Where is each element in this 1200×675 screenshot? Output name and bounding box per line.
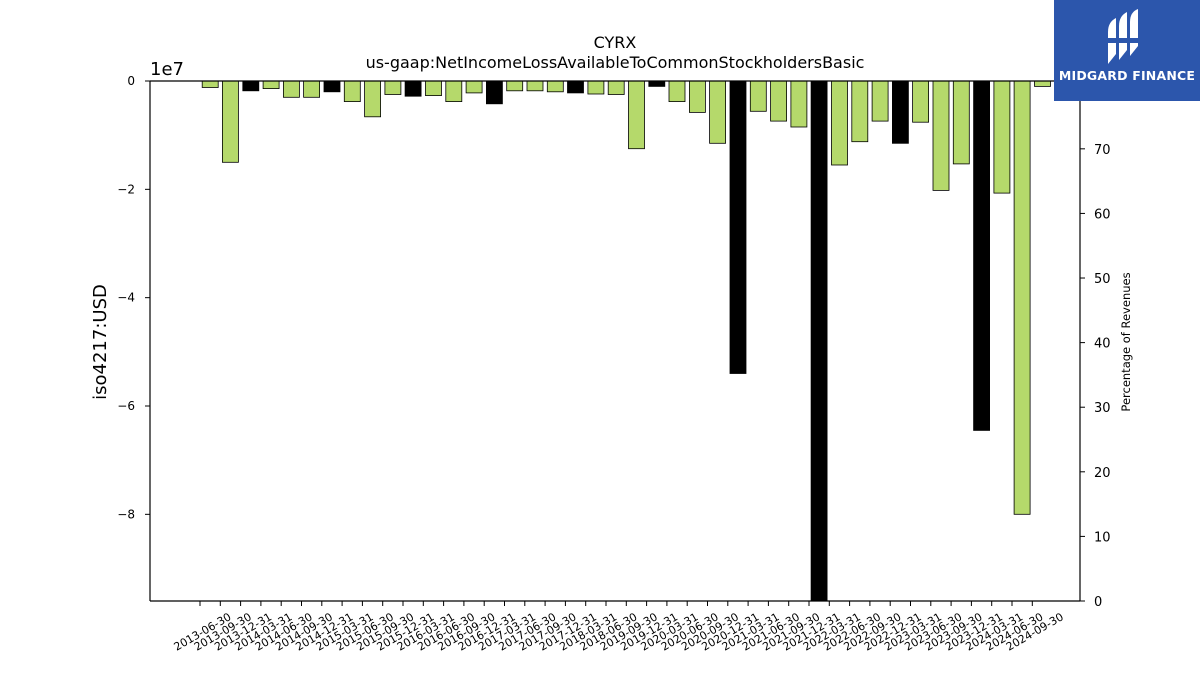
y-tick-label: 0	[127, 74, 135, 88]
quarterly-bar	[952, 80, 970, 165]
chart-subtitle: us-gaap:NetIncomeLossAvailableToCommonSt…	[366, 53, 865, 72]
quarterly-bar	[282, 80, 300, 98]
y2-tick-label: 40	[1094, 337, 1111, 352]
y2-tick-label: 20	[1094, 466, 1111, 481]
quarterly-bar	[689, 80, 706, 113]
y-tick-label: −2	[117, 182, 135, 196]
annual-bar	[648, 80, 666, 87]
bar-group	[201, 80, 1051, 602]
quarterly-bar	[628, 80, 645, 150]
midgard-finance-logo: MIDGARD FINANCE	[1054, 0, 1200, 101]
y2-axis-label: Percentage of Revenues	[1119, 272, 1133, 411]
quarterly-bar	[912, 80, 929, 123]
y2-tick-label: 10	[1094, 530, 1111, 545]
y2-tick-label: 70	[1094, 143, 1111, 158]
quarterly-bar	[201, 80, 219, 88]
quarterly-bar	[587, 80, 605, 95]
quarterly-bar	[1013, 80, 1031, 515]
quarterly-bar	[343, 80, 361, 103]
annual-bar	[567, 80, 584, 94]
quarterly-bar	[465, 80, 483, 94]
quarterly-bar	[1034, 80, 1051, 87]
annual-bar	[404, 80, 422, 97]
annual-bar	[892, 80, 909, 144]
y2-tick-label: 30	[1094, 401, 1111, 416]
y2-tick-label: 0	[1094, 595, 1102, 610]
chart-title: CYRX	[594, 33, 637, 52]
quarterly-bar	[546, 80, 564, 93]
quarterly-bar	[770, 80, 787, 122]
axes: 0−2−4−6−80102030405060702013-06-302013-0…	[117, 74, 1110, 654]
quarterly-bar	[607, 80, 625, 95]
annual-bar	[323, 80, 341, 93]
y-tick-label: −8	[117, 507, 135, 521]
quarterly-bar	[262, 80, 280, 89]
annual-bar	[729, 80, 747, 374]
quarterly-bar	[364, 80, 382, 118]
quarterly-bar	[526, 80, 544, 92]
y-axis-label: iso4217:USD	[90, 284, 111, 400]
quarterly-bar	[709, 80, 726, 144]
quarterly-bar	[445, 80, 463, 103]
logo-text: MIDGARD FINANCE	[1058, 68, 1196, 83]
quarterly-bar	[384, 80, 402, 95]
annual-bar	[810, 80, 828, 602]
quarterly-bar	[303, 80, 321, 98]
quarterly-bar	[668, 80, 686, 103]
quarterly-bar	[871, 80, 889, 122]
annual-bar	[973, 80, 990, 431]
quarterly-bar	[749, 80, 767, 112]
quarterly-bar	[851, 80, 869, 143]
quarterly-bar	[993, 80, 1011, 194]
quarterly-bar	[221, 80, 239, 163]
annual-bar	[485, 80, 503, 105]
annual-bar	[242, 80, 260, 92]
quarterly-bar	[932, 80, 950, 191]
y-tick-label: −6	[117, 399, 135, 413]
y-tick-label: −4	[117, 291, 135, 305]
quarterly-bar	[790, 80, 808, 128]
midgard-logo-icon	[1108, 9, 1138, 64]
y2-tick-label: 60	[1094, 207, 1111, 222]
quarterly-bar	[506, 80, 524, 92]
y-axis-scale-label: 1e7	[150, 59, 184, 80]
quarterly-bar	[831, 80, 848, 166]
quarterly-bar	[425, 80, 442, 97]
y2-tick-label: 50	[1094, 272, 1111, 287]
